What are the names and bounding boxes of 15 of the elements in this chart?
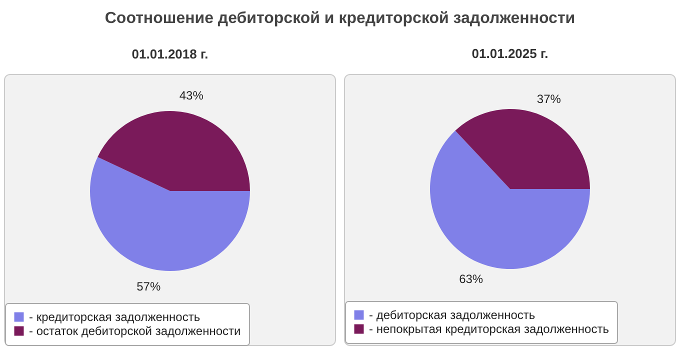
chart-subtitle: 01.01.2025 г. [472, 46, 548, 61]
text: Соотношение дебиторской и кредиторской задолженности [104, 10, 576, 28]
pie-slice [90, 156, 250, 271]
pie-slice [455, 109, 590, 189]
legend-label: - дебиторская задолженность [369, 308, 536, 322]
data-label: 37% [536, 92, 562, 106]
pie-slice [430, 130, 590, 269]
legend-label: - остаток дебиторской задолженности [29, 324, 241, 338]
data-label: 57% [136, 280, 161, 294]
legend-label: - кредиторская задолженность [29, 310, 200, 324]
legend-label: - непокрытая кредиторская задолженность [369, 322, 609, 336]
pie-slice [98, 111, 250, 191]
data-label: 43% [179, 88, 204, 102]
data-label: 63% [459, 272, 484, 286]
chart-subtitle: 01.01.2018 г. [132, 46, 208, 62]
